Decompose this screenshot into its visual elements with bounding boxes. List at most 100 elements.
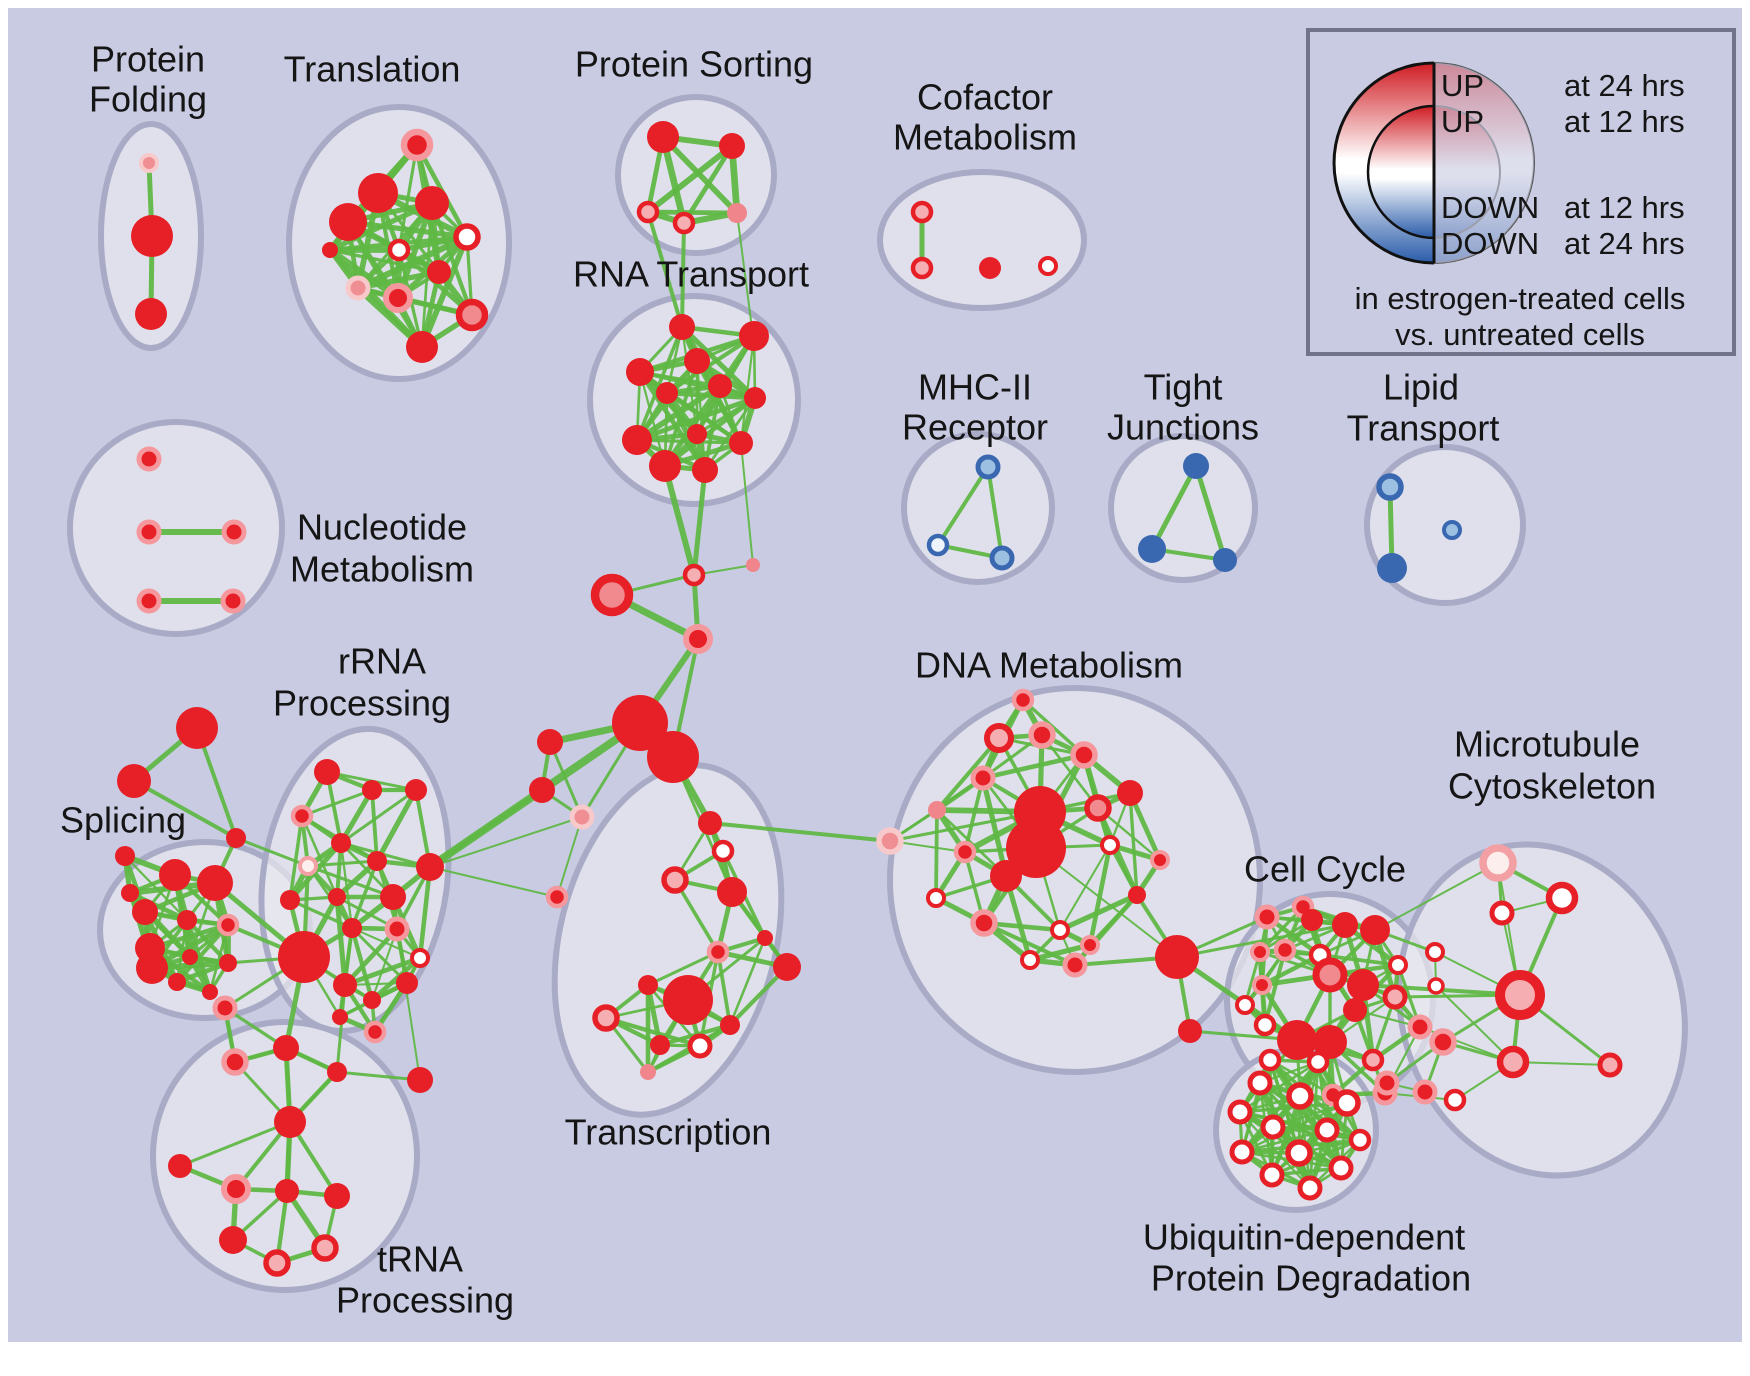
link-edge [680, 221, 686, 329]
cluster-ellipse-nucleotide-metabolism [67, 419, 285, 637]
node-cell-cycle [1360, 915, 1390, 945]
cluster-label-protein-folding: Folding [89, 79, 207, 120]
mesh-edge-splicing [208, 923, 230, 994]
legend-time-label-1: at 12 hrs [1564, 104, 1685, 139]
node-cofactor-metabolism [979, 257, 1001, 279]
legend-direction-label-2: DOWN [1441, 190, 1539, 225]
node-microtubule-cytoskeleton [1412, 1079, 1438, 1105]
node-backbone [226, 828, 246, 848]
mesh-edge-translation [355, 269, 442, 291]
node-rna-transport [656, 382, 678, 404]
node-ubiquitin-degradation [1348, 1128, 1372, 1152]
node-protein-folding [131, 215, 173, 257]
node-trna-processing [219, 1226, 247, 1254]
node-protein-folding [139, 153, 159, 173]
mesh-edge-translation [429, 200, 475, 318]
node-dna-metabolism [1117, 780, 1143, 806]
node-dna-metabolism [1011, 688, 1035, 712]
cluster-label-nucleotide-metabolism: Metabolism [290, 549, 474, 590]
node-backbone [569, 804, 595, 830]
node-rrna-processing [416, 853, 444, 881]
node-ubiquitin-degradation [1286, 1082, 1314, 1110]
node-tight-junctions [1138, 535, 1166, 563]
node-nucleotide-metabolism [221, 519, 247, 545]
mesh-edge-rna-transport [703, 396, 757, 472]
cluster-label-tight-junctions: Junctions [1107, 407, 1259, 448]
node-cofactor-metabolism [910, 256, 934, 280]
node-microtubule-cytoskeleton [1496, 1045, 1530, 1079]
cluster-label-tight-junctions: Tight [1144, 367, 1223, 408]
node-translation [453, 223, 481, 251]
node-lipid-transport [1376, 473, 1404, 501]
cluster-label-cofactor-metabolism: Cofactor [917, 77, 1053, 118]
node-dna-metabolism [1020, 950, 1040, 970]
cluster-label-dna-metabolism: DNA Metabolism [915, 645, 1183, 686]
link-edge [662, 463, 697, 578]
node-microtubule-cytoskeleton [1545, 881, 1579, 915]
node-splicing [159, 859, 191, 891]
mesh-edge-transcription [716, 950, 732, 1027]
node-splicing [182, 949, 198, 965]
edge-microtubule-cytoskeleton [1435, 985, 1514, 1063]
node-protein-sorting [727, 203, 747, 223]
node-rrna-processing [410, 948, 430, 968]
node-rna-transport [687, 424, 707, 444]
cluster-label-mhc-ii-receptor: Receptor [902, 407, 1048, 448]
node-dna-metabolism [1028, 721, 1056, 749]
node-mhc-ii-receptor [989, 545, 1015, 571]
cluster-label-mhc-ii-receptor: MHC-II [918, 367, 1032, 408]
node-translation [387, 238, 411, 262]
node-transcription [706, 940, 730, 964]
node-protein-sorting [719, 133, 745, 159]
node-transcription [650, 1035, 670, 1055]
node-trna-processing [273, 1035, 299, 1061]
node-rrna-processing [380, 884, 406, 910]
cluster-label-rna-transport: RNA Transport [573, 254, 809, 295]
node-translation [358, 173, 398, 213]
node-transcription [545, 885, 569, 909]
mesh-edge-transcription [646, 950, 720, 987]
node-dna-metabolism [953, 840, 977, 864]
mesh-edge-protein-sorting [660, 134, 740, 216]
mesh-edge-rrna-processing [288, 898, 354, 930]
node-dna-metabolism [926, 888, 946, 908]
node-trna-processing [311, 1234, 339, 1262]
cluster-label-cofactor-metabolism: Metabolism [893, 117, 1077, 158]
edge-mhc-ii-receptor [936, 465, 990, 547]
cluster-label-lipid-transport: Lipid [1383, 367, 1459, 408]
legend: UP at 24 hrs UP at 12 hrs DOWN at 12 hrs DOWN a… [1306, 28, 1736, 356]
node-rrna-processing [333, 973, 357, 997]
cluster-label-rrna-processing: Processing [273, 683, 451, 724]
node-rrna-processing [278, 931, 330, 983]
node-cell-cycle [1382, 984, 1408, 1010]
node-nucleotide-metabolism [136, 588, 162, 614]
node-cell-cycle [1388, 955, 1408, 975]
node-cell-cycle [1332, 912, 1358, 938]
link-edge [708, 821, 892, 843]
node-microtubule-cytoskeleton [1374, 1070, 1400, 1096]
node-backbone [176, 707, 218, 749]
legend-inner-left-arc [1366, 104, 1435, 240]
mesh-edge-translation [327, 247, 425, 350]
link-edge [646, 210, 684, 329]
node-backbone [1178, 1019, 1202, 1043]
node-trna-processing [168, 1154, 192, 1178]
mesh-edge-rna-transport [739, 334, 756, 445]
node-translation [406, 331, 438, 363]
link-edge [178, 1120, 292, 1168]
node-backbone [590, 573, 634, 617]
node-rna-transport [729, 431, 753, 455]
node-dna-metabolism [1084, 794, 1112, 822]
node-splicing [136, 952, 168, 984]
mesh-edge-rna-transport [679, 324, 758, 401]
mesh-edge-transcription [673, 878, 720, 954]
node-cell-cycle [1253, 1013, 1277, 1037]
mesh-edge-rrna-processing [342, 926, 400, 988]
mesh-edge-transcription [728, 936, 767, 1027]
node-ubiquitin-degradation [1314, 1117, 1340, 1143]
cluster-ellipse-mhc-ii-receptor [901, 431, 1055, 585]
legend-time-label-0: at 24 hrs [1564, 68, 1685, 103]
node-dna-metabolism [1100, 835, 1120, 855]
